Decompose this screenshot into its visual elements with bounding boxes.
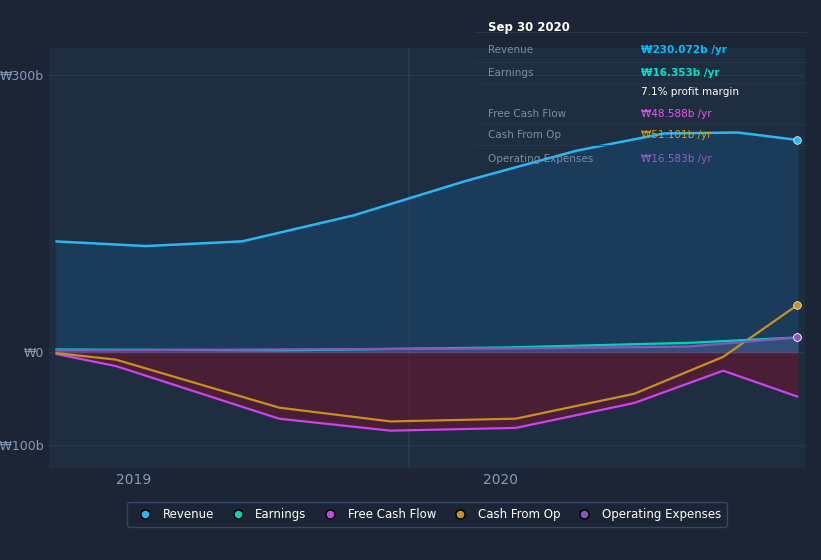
Text: ₩16.583b /yr: ₩16.583b /yr (641, 155, 712, 164)
Text: ₩230.072b /yr: ₩230.072b /yr (641, 45, 727, 55)
Text: Operating Expenses: Operating Expenses (488, 155, 593, 164)
Text: Free Cash Flow: Free Cash Flow (488, 109, 566, 119)
Text: Sep 30 2020: Sep 30 2020 (488, 21, 570, 34)
Text: ₩51.101b /yr: ₩51.101b /yr (641, 130, 711, 141)
Text: Cash From Op: Cash From Op (488, 130, 561, 141)
Text: ₩16.353b /yr: ₩16.353b /yr (641, 68, 719, 78)
Text: Revenue: Revenue (488, 45, 533, 55)
Text: 7.1% profit margin: 7.1% profit margin (641, 87, 739, 97)
Text: ₩48.588b /yr: ₩48.588b /yr (641, 109, 712, 119)
Legend: Revenue, Earnings, Free Cash Flow, Cash From Op, Operating Expenses: Revenue, Earnings, Free Cash Flow, Cash … (127, 502, 727, 527)
Text: Earnings: Earnings (488, 68, 534, 78)
